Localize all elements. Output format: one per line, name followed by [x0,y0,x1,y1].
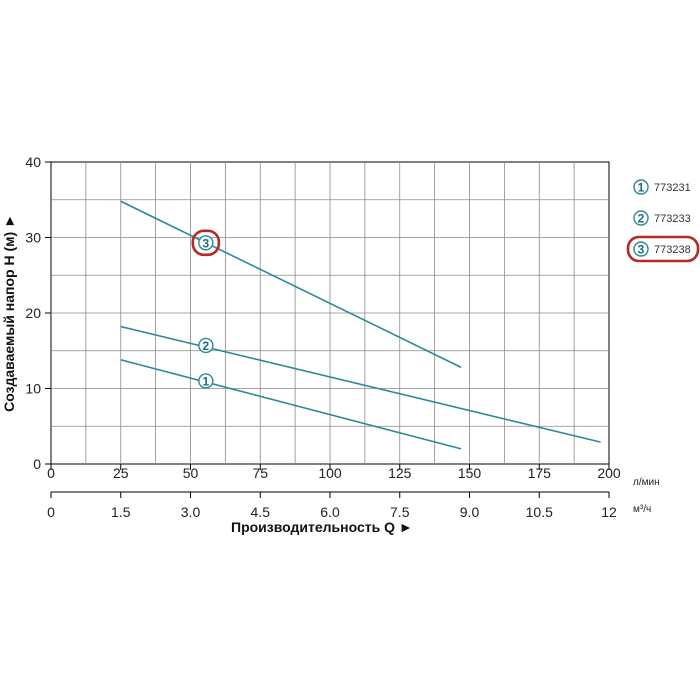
x-tick-label-secondary: 6.0 [320,504,340,520]
series-badge-label-3: 3 [203,236,210,250]
series-badge-3 [198,235,214,251]
x-tick-label: 100 [318,465,342,481]
y-tick-labels: 0 10 20 30 40 [25,154,51,472]
series-badge-label-1: 1 [203,374,210,388]
legend-badge-label: 2 [638,212,645,226]
x-tick-label: 200 [597,465,621,481]
y-tick-label: 20 [25,305,41,321]
series-badge-1 [198,373,214,389]
series-line-1 [120,359,462,450]
legend-badge-label: 1 [638,181,645,195]
x-tick-label: 75 [252,465,268,481]
x-tick-label-secondary: 9.0 [460,504,480,520]
y-tick-label: 0 [33,456,41,472]
x-axis-title: Производительность Q ► [231,519,413,535]
x-tick-labels-secondary: 0 1.5 3.0 4.5 6.0 7.5 9.0 10.5 12 [47,492,617,520]
x-tick-label-secondary: 7.5 [390,504,410,520]
x-tick-label-secondary: 4.5 [251,504,271,520]
x-tick-label: 50 [183,465,199,481]
series-line-2 [120,325,601,443]
y-tick-label: 40 [25,154,41,170]
x-tick-labels: 0 25 50 75 100 125 150 175 200 [47,464,621,481]
x-unit-secondary: м³/ч [633,504,651,515]
x-tick-label: 125 [388,465,412,481]
series-badge-2 [198,337,214,354]
legend-entry-773238: 773238 [654,244,691,256]
legend: 1 773231 2 773233 3 773238 [626,179,700,263]
x-tick-label: 0 [47,465,55,481]
legend-badge-label: 3 [638,243,645,257]
x-tick-label-secondary: 3.0 [181,504,201,520]
grid [51,162,609,464]
y-tick-label: 30 [25,230,41,246]
y-tick-label: 10 [25,381,41,397]
y-axis-title: Создаваемый напор Н (м) ► [1,214,17,412]
series-badges: 1 2 3 [191,229,221,389]
series-line-3 [120,200,462,369]
legend-entry-773231: 773231 [654,182,691,194]
legend-badge-1 [633,179,649,195]
x-unit-primary: л/мин [633,477,660,488]
legend-highlight-ring [626,235,700,263]
x-tick-label: 150 [458,465,482,481]
x-tick-label-secondary: 0 [47,504,55,520]
legend-badge-2 [633,210,649,226]
legend-badge-3 [633,241,649,257]
x-tick-label-secondary: 10.5 [526,504,553,520]
x-tick-label-secondary: 12 [601,504,617,520]
x-tick-label: 25 [113,465,129,481]
x-tick-label: 175 [528,465,552,481]
series-highlight-ring [191,229,221,257]
legend-entry-773233: 773233 [654,213,691,225]
series-badge-label-2: 2 [203,339,210,353]
x-tick-label-secondary: 1.5 [111,504,131,520]
